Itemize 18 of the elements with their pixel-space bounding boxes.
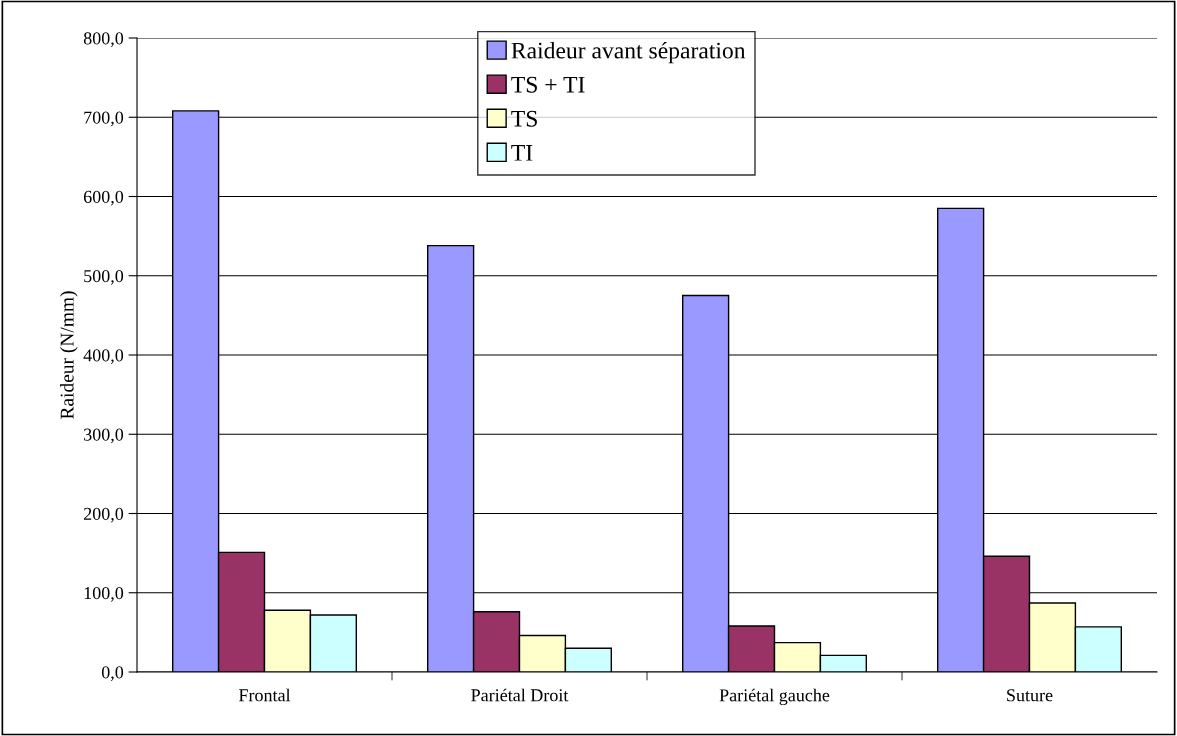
y-tick-label: 0,0	[101, 666, 124, 682]
legend-label: TS	[511, 110, 537, 127]
legend-label: TI	[511, 145, 533, 161]
legend-label: Raideur avant séparation	[511, 41, 746, 64]
y-tick-label: 400,0	[83, 349, 124, 365]
y-tick-label: 500,0	[84, 270, 124, 285]
y-axis-title: Raideur (N/mm)	[59, 291, 78, 419]
y-tick-label: 600,0	[83, 190, 124, 206]
y-tick-label: 700,0	[84, 111, 124, 127]
y-tick-label: 100,0	[84, 587, 124, 602]
x-tick-label: Pariétal gauche	[719, 688, 830, 706]
y-tick-label: 200,0	[83, 507, 124, 523]
legend-label: TS + TI	[511, 76, 585, 93]
y-tick-label: 800,0	[83, 32, 124, 48]
x-tick-label: Frontal	[238, 688, 291, 702]
y-tick-label: 300,0	[84, 428, 124, 444]
x-tick-label: Suture	[1007, 689, 1053, 702]
x-tick-label: Pariétal Droit	[471, 688, 569, 702]
